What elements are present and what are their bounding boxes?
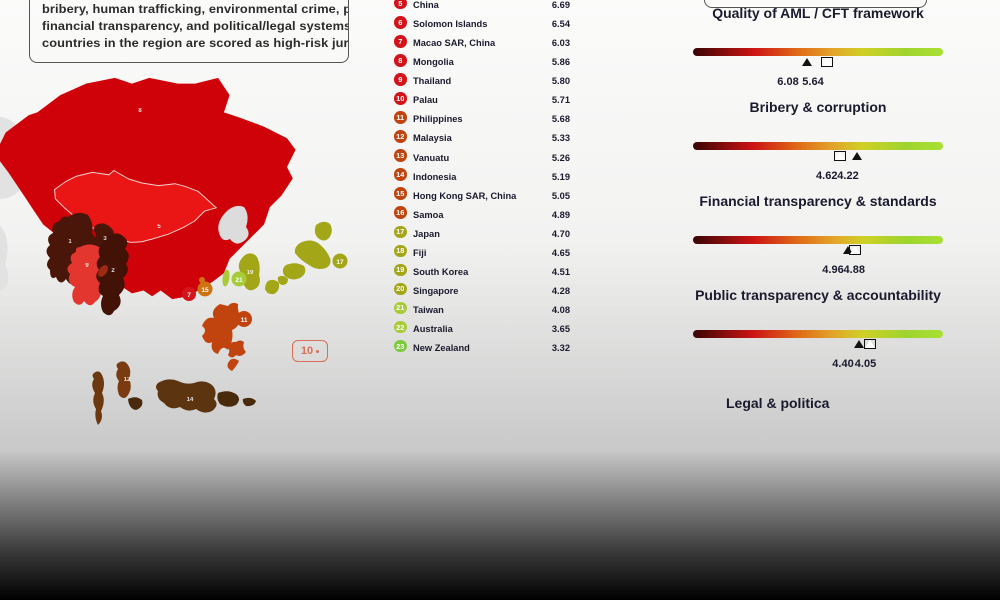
svg-text:11: 11: [241, 317, 248, 324]
svg-text:21: 21: [235, 277, 243, 284]
svg-text:17: 17: [336, 259, 344, 266]
svg-text:7: 7: [187, 292, 191, 299]
svg-text:15: 15: [201, 287, 209, 294]
